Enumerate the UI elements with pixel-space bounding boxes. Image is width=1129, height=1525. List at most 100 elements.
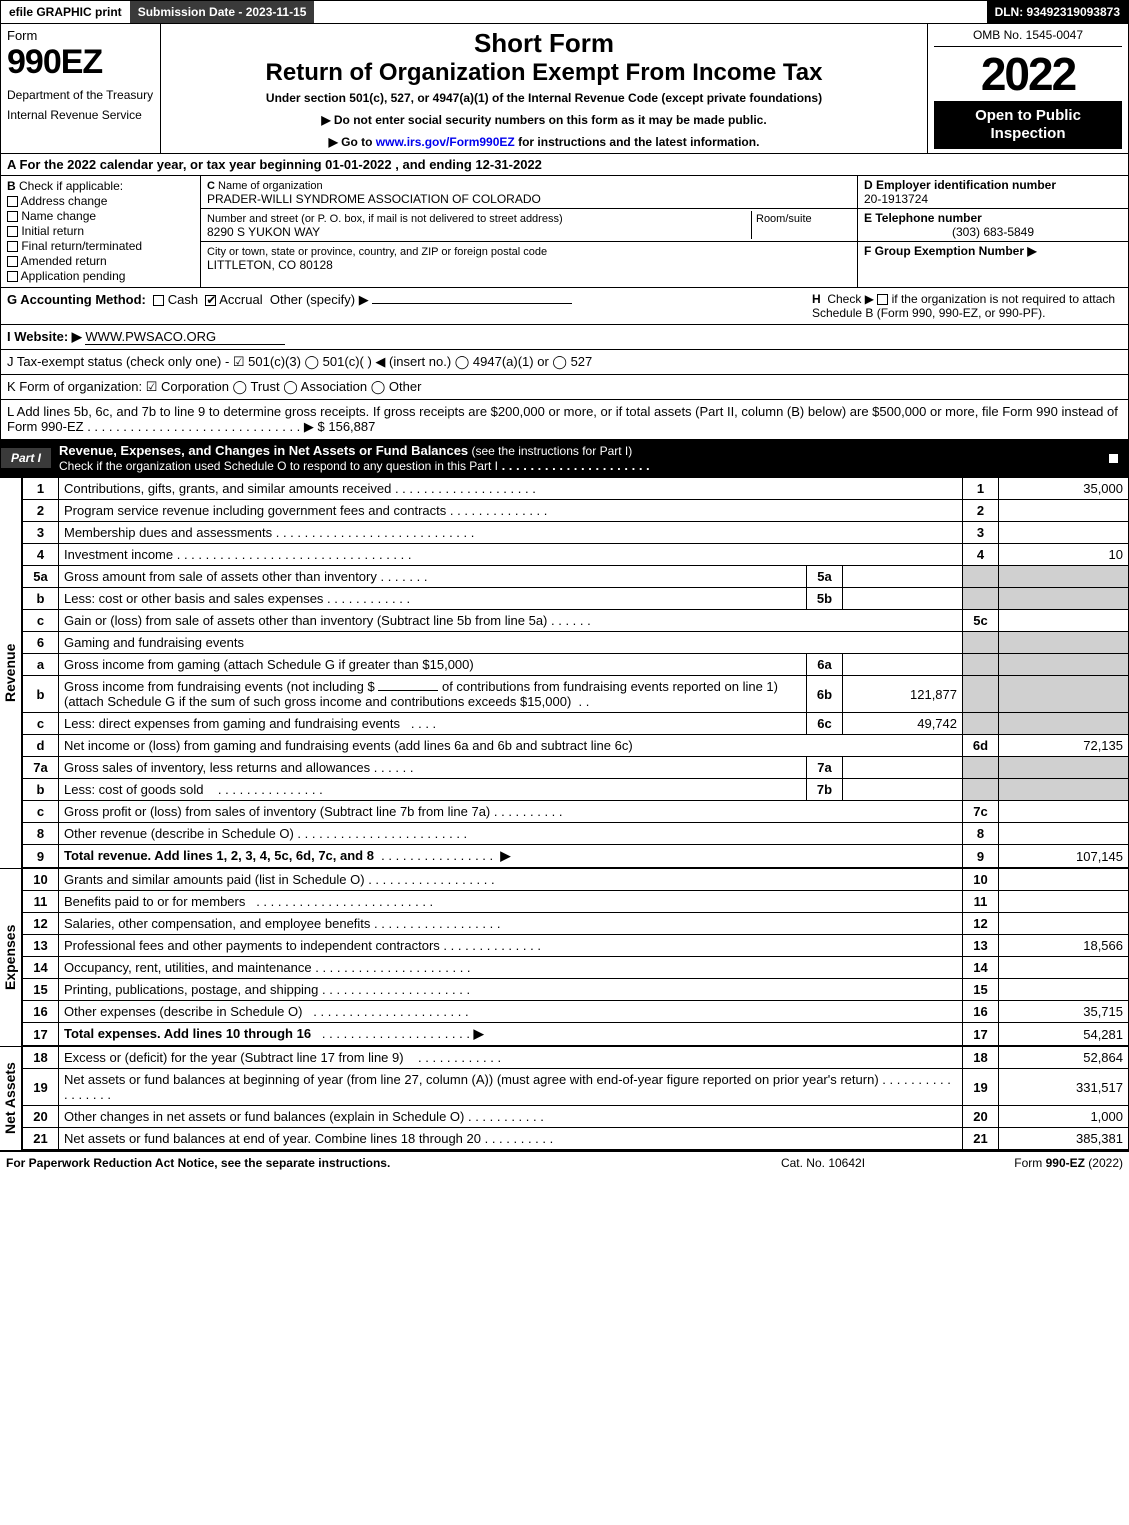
checkbox-amended[interactable] [7,256,18,267]
f-label: F Group Exemption Number ▶ [864,244,1037,258]
netassets-section: Net Assets 18Excess or (deficit) for the… [0,1046,1129,1150]
phone: (303) 683-5849 [864,225,1122,239]
line-5a: 5aGross amount from sale of assets other… [23,566,1129,588]
line-13: 13Professional fees and other payments t… [23,935,1129,957]
line-7a: 7aGross sales of inventory, less returns… [23,757,1129,779]
l-amt: ▶ $ 156,887 [304,419,375,434]
line-6: 6Gaming and fundraising events [23,632,1129,654]
row-a-text: A For the 2022 calendar year, or tax yea… [7,157,542,172]
header-center: Short Form Return of Organization Exempt… [161,24,928,153]
efile-label: efile GRAPHIC print [1,1,130,23]
line-19: 19Net assets or fund balances at beginni… [23,1069,1129,1106]
cb-name-label: Name change [21,209,96,223]
cb-h[interactable] [877,294,888,305]
c-label: C [207,180,215,192]
part1-check: Check if the organization used Schedule … [59,459,498,473]
return-title: Return of Organization Exempt From Incom… [167,59,921,87]
line-6a: aGross income from gaming (attach Schedu… [23,654,1129,676]
checkbox-initial[interactable] [7,226,18,237]
cb-pend-label: Application pending [21,269,126,283]
line-5b: bLess: cost or other basis and sales exp… [23,588,1129,610]
org-name: PRADER-WILLI SYNDROME ASSOCIATION OF COL… [207,192,541,206]
ssn-note: ▶ Do not enter social security numbers o… [167,113,921,127]
l-text: L Add lines 5b, 6c, and 7b to line 9 to … [7,404,1118,434]
cb-init-label: Initial return [21,224,84,238]
dln: DLN: 93492319093873 [987,1,1128,23]
g-accrual: Accrual [219,292,262,307]
checkbox-pending[interactable] [7,271,18,282]
revenue-vlabel: Revenue [0,477,22,868]
line-6c: cLess: direct expenses from gaming and f… [23,713,1129,735]
revenue-section: Revenue 1Contributions, gifts, grants, a… [0,477,1129,868]
b-check-if: Check if applicable: [19,179,123,193]
cb-addr-label: Address change [21,194,108,208]
row-gh: G Accounting Method: Cash Accrual Other … [0,288,1129,325]
goto-pre: ▶ Go to [329,135,376,149]
g-other: Other (specify) ▶ [270,292,369,307]
i-label: I Website: ▶ [7,329,82,344]
cb-cash[interactable] [153,295,164,306]
g-other-line [372,303,572,304]
h-text: Check ▶ [827,292,874,306]
line-7c: cGross profit or (loss) from sales of in… [23,801,1129,823]
row-k: K Form of organization: ☑ Corporation ◯ … [0,375,1129,400]
d-label: D Employer identification number [864,178,1056,192]
room-lab: Room/suite [756,213,812,225]
under-section: Under section 501(c), 527, or 4947(a)(1)… [167,91,921,105]
form-header: Form 990EZ Department of the Treasury In… [0,24,1129,154]
g-label: G Accounting Method: [7,292,146,307]
line-6b: bGross income from fundraising events (n… [23,676,1129,713]
j-text: J Tax-exempt status (check only one) - ☑… [7,354,1122,370]
checkbox-final[interactable] [7,241,18,252]
header-left: Form 990EZ Department of the Treasury In… [1,24,161,153]
row-l: L Add lines 5b, 6c, and 7b to line 9 to … [0,400,1129,440]
line-20: 20Other changes in net assets or fund ba… [23,1106,1129,1128]
col-d: D Employer identification number20-19137… [858,176,1128,287]
open-public: Open to Public Inspection [934,101,1122,149]
line-15: 15Printing, publications, postage, and s… [23,979,1129,1001]
goto-post: for instructions and the latest informat… [515,135,760,149]
part1-sub: (see the instructions for Part I) [468,444,632,458]
short-form-title: Short Form [167,28,921,59]
irs-link[interactable]: www.irs.gov/Form990EZ [376,135,515,149]
revenue-table: 1Contributions, gifts, grants, and simil… [22,477,1129,868]
checkbox-name[interactable] [7,211,18,222]
line-21: 21Net assets or fund balances at end of … [23,1128,1129,1150]
form-word: Form [7,28,154,43]
line-10: 10Grants and similar amounts paid (list … [23,869,1129,891]
submission-date: Submission Date - 2023-11-15 [130,1,315,23]
line-12: 12Salaries, other compensation, and empl… [23,913,1129,935]
line-1: 1Contributions, gifts, grants, and simil… [23,478,1129,500]
part1-title: Revenue, Expenses, and Changes in Net As… [59,443,468,458]
g-cash: Cash [168,292,198,307]
row-i: I Website: ▶ WWW.PWSACO.ORG [0,325,1129,350]
checkbox-address[interactable] [7,196,18,207]
form-number: 990EZ [7,43,154,82]
line-9: 9Total revenue. Add lines 1, 2, 3, 4, 5c… [23,845,1129,868]
line-2: 2Program service revenue including gover… [23,500,1129,522]
ein: 20-1913724 [864,192,928,206]
line-17: 17Total expenses. Add lines 10 through 1… [23,1023,1129,1046]
footer-catno: Cat. No. 10642I [723,1156,923,1170]
part1-label: Part I [1,448,51,468]
dept-irs: Internal Revenue Service [7,108,154,122]
cb-accrual[interactable] [205,295,216,306]
tax-year: 2022 [934,51,1122,97]
b-label: B [7,179,16,193]
col-b: B Check if applicable: Address change Na… [1,176,201,287]
goto-note: ▶ Go to www.irs.gov/Form990EZ for instru… [167,135,921,149]
top-bar: efile GRAPHIC print Submission Date - 20… [0,0,1129,24]
c-city-lab: City or town, state or province, country… [207,246,547,258]
header-right: OMB No. 1545-0047 2022 Open to Public In… [928,24,1128,153]
line-16: 16Other expenses (describe in Schedule O… [23,1001,1129,1023]
c-name-lab: Name of organization [218,180,323,192]
cb-schedo[interactable] [1108,453,1119,464]
omb-number: OMB No. 1545-0047 [934,28,1122,47]
part1-header: Part I Revenue, Expenses, and Changes in… [0,440,1129,477]
line-18: 18Excess or (deficit) for the year (Subt… [23,1047,1129,1069]
dept-treasury: Department of the Treasury [7,88,154,102]
line-11: 11Benefits paid to or for members . . . … [23,891,1129,913]
org-street: 8290 S YUKON WAY [207,225,320,239]
line-3: 3Membership dues and assessments . . . .… [23,522,1129,544]
col-c: C Name of organizationPRADER-WILLI SYNDR… [201,176,858,287]
